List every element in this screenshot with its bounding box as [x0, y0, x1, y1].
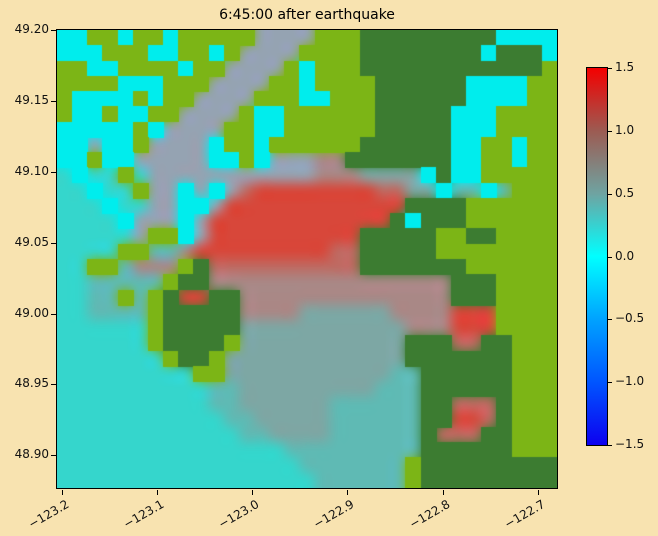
x-tick-mark — [538, 490, 539, 495]
y-tick-mark — [51, 101, 56, 102]
colorbar — [586, 67, 608, 446]
x-tick-label: −122.7 — [501, 497, 547, 532]
x-tick-label: −122.9 — [310, 497, 356, 532]
y-tick-label: 48.90 — [14, 447, 49, 461]
colorbar-tick-label: 1.0 — [615, 123, 635, 137]
colorbar-tick-label: −1.5 — [615, 437, 645, 451]
colorbar-tick-mark — [608, 131, 612, 132]
colorbar-tick-label: 1.5 — [615, 60, 635, 74]
colorbar-tick-mark — [608, 382, 612, 383]
x-tick-label: −123.0 — [215, 497, 261, 532]
colorbar-tick-mark — [608, 68, 612, 69]
colorbar-tick-label: −1.0 — [615, 374, 645, 388]
colorbar-tick-mark — [608, 445, 612, 446]
y-tick-mark — [51, 172, 56, 173]
y-tick-mark — [51, 384, 56, 385]
x-tick-label: −123.1 — [120, 497, 166, 532]
y-tick-mark — [51, 314, 56, 315]
x-tick-mark — [157, 490, 158, 495]
y-tick-label: 49.05 — [14, 235, 49, 249]
y-tick-label: 48.95 — [14, 376, 49, 390]
heatmap-canvas — [57, 30, 557, 488]
colorbar-tick-label: −0.5 — [615, 311, 645, 325]
colorbar-tick-mark — [608, 257, 612, 258]
y-tick-label: 49.10 — [14, 164, 49, 178]
chart-title: 6:45:00 after earthquake — [219, 7, 395, 23]
colorbar-tick-label: 0.5 — [615, 186, 635, 200]
x-tick-label: −123.2 — [25, 497, 72, 532]
y-tick-mark — [51, 243, 56, 244]
colorbar-tick-label: 0.0 — [615, 249, 635, 263]
y-tick-label: 49.00 — [14, 306, 49, 320]
colorbar-tick-mark — [608, 194, 612, 195]
x-tick-mark — [62, 490, 63, 495]
x-tick-mark — [252, 490, 253, 495]
x-tick-mark — [443, 490, 444, 495]
colorbar-tick-mark — [608, 319, 612, 320]
y-tick-mark — [51, 455, 56, 456]
plot-area — [56, 29, 558, 489]
y-tick-label: 49.20 — [14, 22, 49, 36]
y-tick-label: 49.15 — [14, 93, 49, 107]
x-tick-label: −122.8 — [406, 497, 452, 532]
colorbar-gradient — [587, 68, 607, 445]
y-tick-mark — [51, 30, 56, 31]
x-tick-mark — [347, 490, 348, 495]
